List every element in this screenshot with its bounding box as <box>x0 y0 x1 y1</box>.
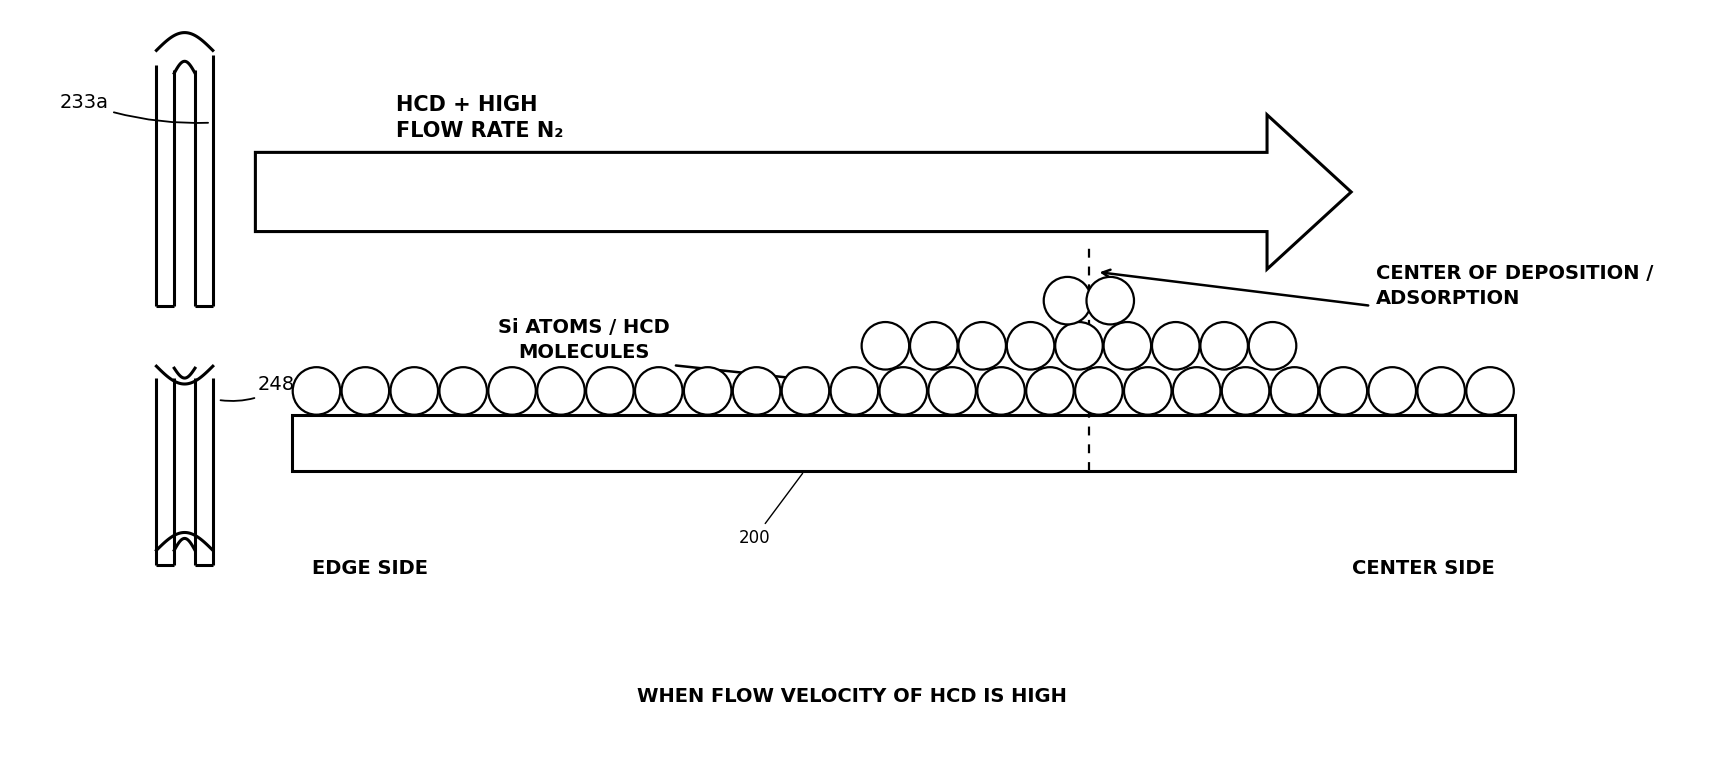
Circle shape <box>909 322 957 370</box>
Circle shape <box>861 322 909 370</box>
Circle shape <box>391 367 437 414</box>
Circle shape <box>1075 367 1123 414</box>
Text: WHEN FLOW VELOCITY OF HCD IS HIGH: WHEN FLOW VELOCITY OF HCD IS HIGH <box>637 687 1068 706</box>
Circle shape <box>439 367 487 414</box>
Circle shape <box>880 367 926 414</box>
Circle shape <box>585 367 634 414</box>
Circle shape <box>1104 322 1150 370</box>
Text: CENTER SIDE: CENTER SIDE <box>1352 558 1495 578</box>
Circle shape <box>1200 322 1248 370</box>
Circle shape <box>1087 277 1135 325</box>
Circle shape <box>1248 322 1297 370</box>
Text: 233a: 233a <box>59 93 208 123</box>
Circle shape <box>1467 367 1514 414</box>
Circle shape <box>1044 277 1092 325</box>
Circle shape <box>1026 367 1075 414</box>
Circle shape <box>1056 322 1102 370</box>
Circle shape <box>1007 322 1054 370</box>
Circle shape <box>635 367 682 414</box>
Text: 200: 200 <box>739 474 802 547</box>
Text: EDGE SIDE: EDGE SIDE <box>312 558 427 578</box>
FancyArrow shape <box>255 115 1352 269</box>
Circle shape <box>1223 367 1269 414</box>
Circle shape <box>1124 367 1171 414</box>
Text: Si ATOMS / HCD
MOLECULES: Si ATOMS / HCD MOLECULES <box>498 318 670 362</box>
Circle shape <box>1319 367 1367 414</box>
Circle shape <box>928 367 976 414</box>
Circle shape <box>684 367 732 414</box>
Circle shape <box>293 367 341 414</box>
Text: 248a: 248a <box>220 375 307 401</box>
Circle shape <box>978 367 1025 414</box>
Circle shape <box>734 367 780 414</box>
Circle shape <box>537 367 585 414</box>
Text: CENTER OF DEPOSITION /
ADSORPTION: CENTER OF DEPOSITION / ADSORPTION <box>1376 264 1653 308</box>
Circle shape <box>1369 367 1415 414</box>
Bar <box>293 414 1515 471</box>
Circle shape <box>1173 367 1221 414</box>
Circle shape <box>1152 322 1200 370</box>
Circle shape <box>1271 367 1319 414</box>
Circle shape <box>782 367 830 414</box>
Circle shape <box>341 367 389 414</box>
Circle shape <box>489 367 536 414</box>
Circle shape <box>959 322 1006 370</box>
Text: HCD + HIGH
FLOW RATE N₂: HCD + HIGH FLOW RATE N₂ <box>396 95 563 141</box>
Circle shape <box>830 367 878 414</box>
Circle shape <box>1417 367 1465 414</box>
